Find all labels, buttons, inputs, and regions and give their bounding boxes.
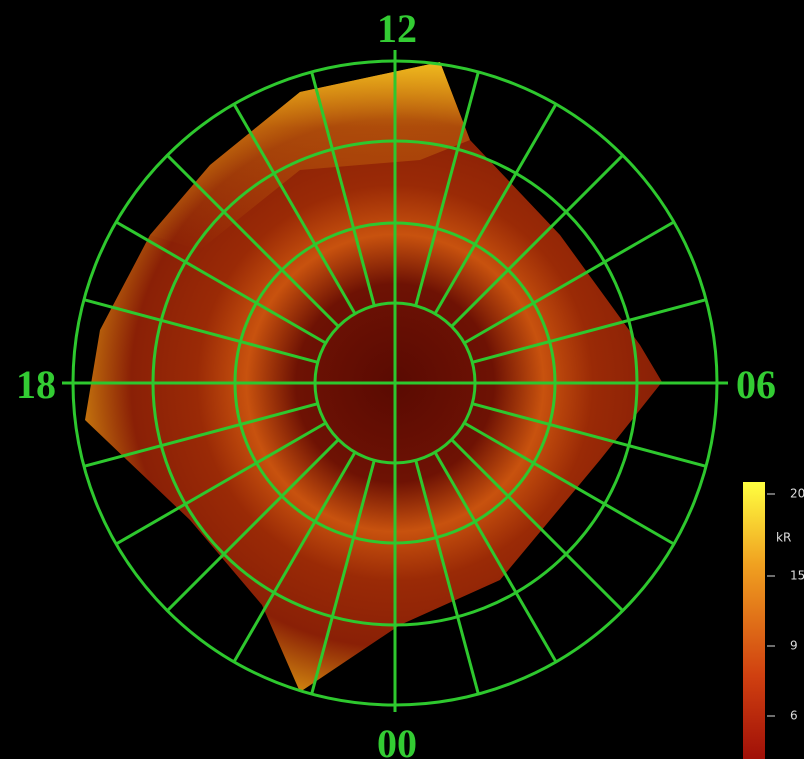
aurora-image: 12 18 06 00 kR 20 15 9 6	[0, 0, 804, 759]
hour-label: 00	[377, 721, 417, 759]
colorbar-tick-label: 20	[790, 487, 804, 501]
colorbar	[743, 482, 765, 759]
colorbar-tick-label: 6	[790, 709, 798, 723]
colorbar-tick-label: 15	[790, 569, 804, 583]
hour-label: 18	[16, 362, 56, 407]
colorbar-tick-label: 9	[790, 639, 798, 653]
colorbar-unit: kR	[776, 531, 791, 545]
hour-label: 12	[377, 6, 417, 51]
colorbar-labels: kR 20 15 9 6	[767, 487, 804, 723]
hour-label: 06	[736, 362, 776, 407]
